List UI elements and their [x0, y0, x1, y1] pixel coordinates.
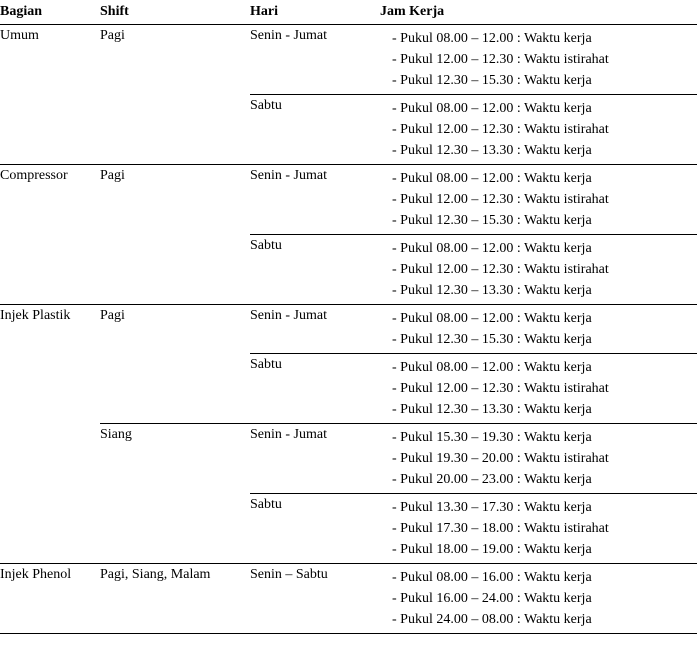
cell-bagian: Compressor	[0, 165, 100, 235]
jam-item: Pukul 08.00 – 16.00 : Waktu kerja	[392, 567, 691, 588]
cell-jam: Pukul 08.00 – 16.00 : Waktu kerjaPukul 1…	[380, 564, 697, 634]
cell-jam: Pukul 08.00 – 12.00 : Waktu kerjaPukul 1…	[380, 305, 697, 354]
jam-item: Pukul 20.00 – 23.00 : Waktu kerja	[392, 469, 691, 490]
cell-jam: Pukul 13.30 – 17.30 : Waktu kerjaPukul 1…	[380, 494, 697, 564]
cell-shift: Pagi	[100, 305, 250, 354]
jam-item: Pukul 18.00 – 19.00 : Waktu kerja	[392, 539, 691, 560]
jam-item: Pukul 12.30 – 15.30 : Waktu kerja	[392, 210, 691, 231]
col-shift: Shift	[100, 0, 250, 25]
jam-item: Pukul 08.00 – 12.00 : Waktu kerja	[392, 28, 691, 49]
cell-bagian: Umum	[0, 25, 100, 95]
col-hari: Hari	[250, 0, 380, 25]
table-row: Injek PlastikPagiSenin - JumatPukul 08.0…	[0, 305, 697, 354]
jam-item: Pukul 12.30 – 13.30 : Waktu kerja	[392, 280, 691, 301]
jam-item: Pukul 12.00 – 12.30 : Waktu istirahat	[392, 189, 691, 210]
table-row: UmumPagiSenin - JumatPukul 08.00 – 12.00…	[0, 25, 697, 95]
table-row: SabtuPukul 08.00 – 12.00 : Waktu kerjaPu…	[0, 354, 697, 424]
cell-shift	[100, 494, 250, 564]
cell-hari: Sabtu	[250, 235, 380, 305]
cell-shift: Pagi	[100, 165, 250, 235]
jam-item: Pukul 08.00 – 12.00 : Waktu kerja	[392, 238, 691, 259]
jam-item: Pukul 12.30 – 15.30 : Waktu kerja	[392, 70, 691, 91]
cell-bagian	[0, 424, 100, 494]
jam-item: Pukul 17.30 – 18.00 : Waktu istirahat	[392, 518, 691, 539]
col-bagian: Bagian	[0, 0, 100, 25]
jam-item: Pukul 16.00 – 24.00 : Waktu kerja	[392, 588, 691, 609]
table-row: SiangSenin - JumatPukul 15.30 – 19.30 : …	[0, 424, 697, 494]
cell-hari: Senin – Sabtu	[250, 564, 380, 634]
cell-shift: Pagi, Siang, Malam	[100, 564, 250, 634]
jam-item: Pukul 15.30 – 19.30 : Waktu kerja	[392, 427, 691, 448]
jam-item: Pukul 12.30 – 15.30 : Waktu kerja	[392, 329, 691, 350]
table-row: CompressorPagiSenin - JumatPukul 08.00 –…	[0, 165, 697, 235]
schedule-table: Bagian Shift Hari Jam Kerja UmumPagiSeni…	[0, 0, 697, 634]
cell-hari: Senin - Jumat	[250, 165, 380, 235]
cell-bagian	[0, 95, 100, 165]
cell-bagian: Injek Plastik	[0, 305, 100, 354]
cell-jam: Pukul 08.00 – 12.00 : Waktu kerjaPukul 1…	[380, 165, 697, 235]
jam-item: Pukul 24.00 – 08.00 : Waktu kerja	[392, 609, 691, 630]
jam-item: Pukul 08.00 – 12.00 : Waktu kerja	[392, 357, 691, 378]
cell-bagian	[0, 235, 100, 305]
cell-jam: Pukul 08.00 – 12.00 : Waktu kerjaPukul 1…	[380, 235, 697, 305]
jam-item: Pukul 12.00 – 12.30 : Waktu istirahat	[392, 49, 691, 70]
jam-item: Pukul 08.00 – 12.00 : Waktu kerja	[392, 168, 691, 189]
cell-hari: Sabtu	[250, 354, 380, 424]
cell-shift: Pagi	[100, 25, 250, 95]
cell-jam: Pukul 08.00 – 12.00 : Waktu kerjaPukul 1…	[380, 25, 697, 95]
cell-bagian	[0, 354, 100, 424]
col-jam: Jam Kerja	[380, 0, 697, 25]
jam-item: Pukul 12.30 – 13.30 : Waktu kerja	[392, 140, 691, 161]
jam-item: Pukul 08.00 – 12.00 : Waktu kerja	[392, 308, 691, 329]
cell-hari: Senin - Jumat	[250, 305, 380, 354]
cell-jam: Pukul 15.30 – 19.30 : Waktu kerjaPukul 1…	[380, 424, 697, 494]
table-row: SabtuPukul 13.30 – 17.30 : Waktu kerjaPu…	[0, 494, 697, 564]
table-row: Injek PhenolPagi, Siang, MalamSenin – Sa…	[0, 564, 697, 634]
cell-shift: Siang	[100, 424, 250, 494]
cell-hari: Senin - Jumat	[250, 25, 380, 95]
table-row: SabtuPukul 08.00 – 12.00 : Waktu kerjaPu…	[0, 95, 697, 165]
jam-item: Pukul 08.00 – 12.00 : Waktu kerja	[392, 98, 691, 119]
cell-shift	[100, 95, 250, 165]
jam-item: Pukul 12.30 – 13.30 : Waktu kerja	[392, 399, 691, 420]
cell-hari: Sabtu	[250, 494, 380, 564]
jam-item: Pukul 12.00 – 12.30 : Waktu istirahat	[392, 119, 691, 140]
cell-hari: Senin - Jumat	[250, 424, 380, 494]
table-row: SabtuPukul 08.00 – 12.00 : Waktu kerjaPu…	[0, 235, 697, 305]
cell-hari: Sabtu	[250, 95, 380, 165]
jam-item: Pukul 13.30 – 17.30 : Waktu kerja	[392, 497, 691, 518]
cell-bagian: Injek Phenol	[0, 564, 100, 634]
jam-item: Pukul 19.30 – 20.00 : Waktu istirahat	[392, 448, 691, 469]
cell-jam: Pukul 08.00 – 12.00 : Waktu kerjaPukul 1…	[380, 95, 697, 165]
cell-shift	[100, 354, 250, 424]
cell-bagian	[0, 494, 100, 564]
table-header-row: Bagian Shift Hari Jam Kerja	[0, 0, 697, 25]
jam-item: Pukul 12.00 – 12.30 : Waktu istirahat	[392, 259, 691, 280]
cell-jam: Pukul 08.00 – 12.00 : Waktu kerjaPukul 1…	[380, 354, 697, 424]
jam-item: Pukul 12.00 – 12.30 : Waktu istirahat	[392, 378, 691, 399]
cell-shift	[100, 235, 250, 305]
